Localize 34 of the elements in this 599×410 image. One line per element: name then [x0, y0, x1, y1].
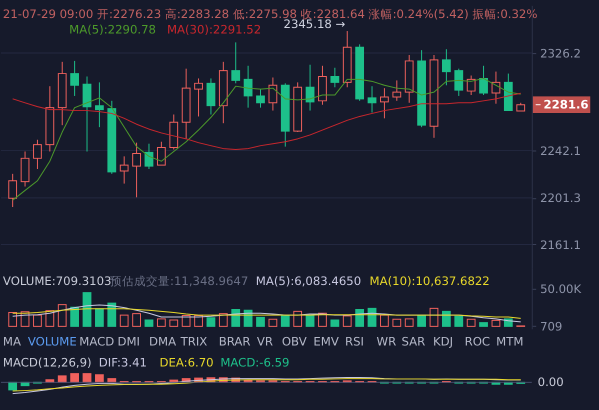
- text: DMA: [149, 334, 176, 348]
- text: WR: [376, 334, 396, 348]
- text: MACD: [79, 334, 114, 348]
- y-tick-label: 2201.3: [540, 191, 581, 206]
- y-tick-label: 2161.1: [540, 238, 581, 252]
- text: VR: [256, 334, 274, 348]
- ref-line-label: 0.00: [538, 375, 564, 390]
- text: SAR: [401, 334, 426, 348]
- text: EMV: [313, 334, 339, 348]
- text: VOLUME:709.3103: [2, 274, 112, 288]
- chart-title: MACD(12,26,9): [2, 356, 92, 370]
- text: RSI: [344, 334, 364, 348]
- annotation: 预估成交量:11,348.9647: [110, 274, 248, 288]
- text: BRAR: [218, 334, 251, 348]
- y-tick-label: 50.00K: [540, 282, 582, 296]
- text: MA(5):6,083.4650: [256, 274, 362, 288]
- ref-line-label: 2281.6: [543, 98, 589, 112]
- text: MA(10):10,637.6822: [370, 274, 490, 288]
- y-tick-label: 2242.1: [540, 144, 581, 158]
- text: MA: [2, 334, 21, 348]
- text: MTM: [496, 334, 524, 348]
- text: OBV: [282, 334, 307, 348]
- text: MACD:-6.59: [220, 356, 290, 370]
- text: ROC: [464, 334, 490, 348]
- text: MA(30):2291.52: [166, 22, 262, 37]
- series-label: DEA:6.70: [160, 356, 214, 370]
- y-tick-label: 2326.2: [540, 46, 581, 60]
- text: DMI: [117, 334, 140, 348]
- series-label: DIF:3.41: [98, 356, 147, 370]
- text: TRIX: [180, 334, 208, 348]
- y-tick-label: 709: [540, 319, 562, 334]
- text: KDJ: [433, 334, 454, 348]
- text: MA(5):2290.78: [69, 22, 156, 37]
- text: VOLUME: [28, 334, 77, 348]
